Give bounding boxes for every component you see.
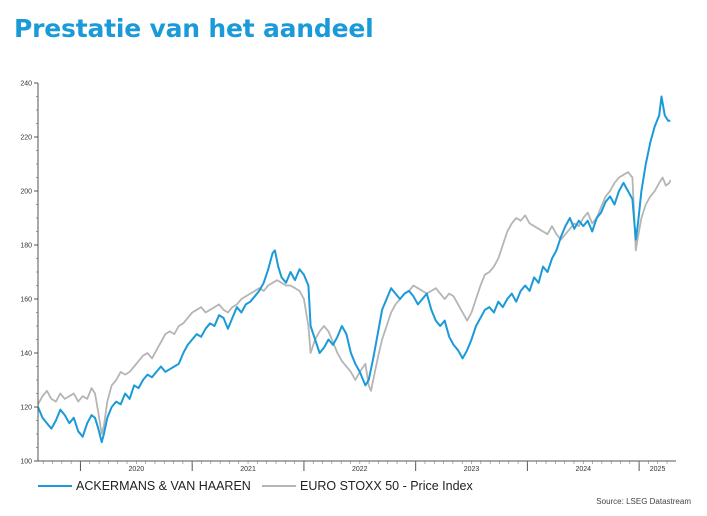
legend-label-eurostoxx: EURO STOXX 50 - Price Index bbox=[300, 479, 473, 493]
y-tick-label: 120 bbox=[20, 405, 32, 412]
y-tick-label: 240 bbox=[20, 81, 32, 88]
y-tick-label: 180 bbox=[20, 243, 32, 250]
axes-layer: 100 120 140 160 180 200 220 240 2020 2021 2022 2023… bbox=[20, 81, 676, 473]
y-tick-label: 140 bbox=[20, 351, 32, 358]
x-tick-label: 2020 bbox=[129, 466, 145, 473]
y-tick-label: 220 bbox=[20, 135, 32, 142]
y-tick-label: 100 bbox=[20, 459, 32, 466]
series-layer bbox=[37, 95, 672, 444]
x-tick-label: 2025 bbox=[650, 466, 666, 473]
series-line-eurostoxx bbox=[37, 171, 672, 435]
source-note: Source: LSEG Datastream bbox=[596, 497, 691, 506]
page-title: Prestatie van het aandeel bbox=[14, 14, 374, 43]
legend-label-ackermans: ACKERMANS & VAN HAAREN bbox=[76, 479, 251, 493]
series-line-ackermans bbox=[37, 95, 671, 444]
y-tick-label: 200 bbox=[20, 189, 32, 196]
x-tick-label: 2022 bbox=[352, 466, 368, 473]
x-tick-label: 2023 bbox=[464, 466, 480, 473]
y-tick-label: 160 bbox=[20, 297, 32, 304]
x-tick-label: 2021 bbox=[240, 466, 256, 473]
x-tick-label: 2024 bbox=[575, 466, 591, 473]
legend: ACKERMANS & VAN HAAREN EURO STOXX 50 - P… bbox=[38, 479, 473, 493]
